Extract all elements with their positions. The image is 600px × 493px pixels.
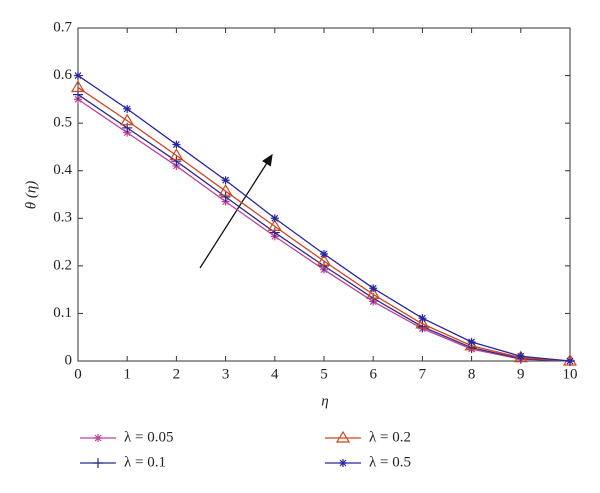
marker-star <box>74 71 82 80</box>
marker-star <box>418 314 427 323</box>
x-tick-label: 2 <box>173 366 181 382</box>
x-axis-label: η <box>321 393 328 409</box>
series-line <box>77 75 571 362</box>
x-tick-label: 10 <box>563 366 578 382</box>
marker-triangle <box>366 287 381 299</box>
x-tick-label: 9 <box>517 366 525 382</box>
legend-label: λ = 0.05 <box>124 429 173 445</box>
marker-triangle <box>120 113 135 126</box>
y-tick-label: 0.1 <box>53 305 72 321</box>
marker-star <box>123 104 132 113</box>
trend-arrow <box>199 153 273 269</box>
y-tick-label: 0.7 <box>53 19 72 35</box>
legend-label: λ = 0.2 <box>369 429 411 445</box>
marker-star <box>270 214 279 223</box>
marker-star <box>516 352 525 361</box>
marker-star <box>467 337 476 346</box>
marker-star <box>172 140 181 149</box>
x-tick-label: 5 <box>320 366 328 382</box>
y-tick-label: 0.5 <box>53 115 72 131</box>
y-tick-label: 0.6 <box>53 67 72 83</box>
x-tick-label: 0 <box>74 366 82 382</box>
x-tick-label: 3 <box>222 366 230 382</box>
marker-star <box>221 176 230 185</box>
marker-triangle <box>218 184 233 196</box>
marker-triangle <box>316 253 332 266</box>
plot-frame <box>77 27 571 362</box>
legend-label: λ = 0.1 <box>124 454 166 470</box>
marker-plus <box>269 227 280 238</box>
y-tick-label: 0.3 <box>53 210 72 226</box>
marker-star <box>320 249 328 258</box>
y-tick-label: 0.4 <box>53 162 72 178</box>
marker-triangle <box>415 316 430 329</box>
marker-plus <box>93 458 103 468</box>
marker-plus <box>171 156 182 167</box>
x-tick-label: 1 <box>123 366 131 382</box>
marker-plus <box>319 260 329 271</box>
marker-star <box>339 459 347 467</box>
x-tick-label: 7 <box>419 366 427 382</box>
y-tick-label: 0 <box>65 352 73 368</box>
y-tick-label: 0.2 <box>53 257 72 273</box>
series-line <box>77 94 571 362</box>
marker-triangle <box>169 148 184 161</box>
x-tick-label: 4 <box>271 366 279 382</box>
marker-star <box>566 357 574 365</box>
x-tick-label: 6 <box>369 366 377 382</box>
marker-plus <box>220 191 231 202</box>
marker-triangle <box>70 80 86 93</box>
legend-label: λ = 0.5 <box>369 454 411 470</box>
marker-star <box>369 284 378 293</box>
series-line <box>77 86 571 362</box>
y-axis-label: θ (η) <box>23 181 39 210</box>
marker-triangle <box>267 219 282 231</box>
marker-triangle <box>335 430 351 443</box>
x-tick-label: 8 <box>468 366 476 382</box>
marker-star <box>94 434 102 442</box>
